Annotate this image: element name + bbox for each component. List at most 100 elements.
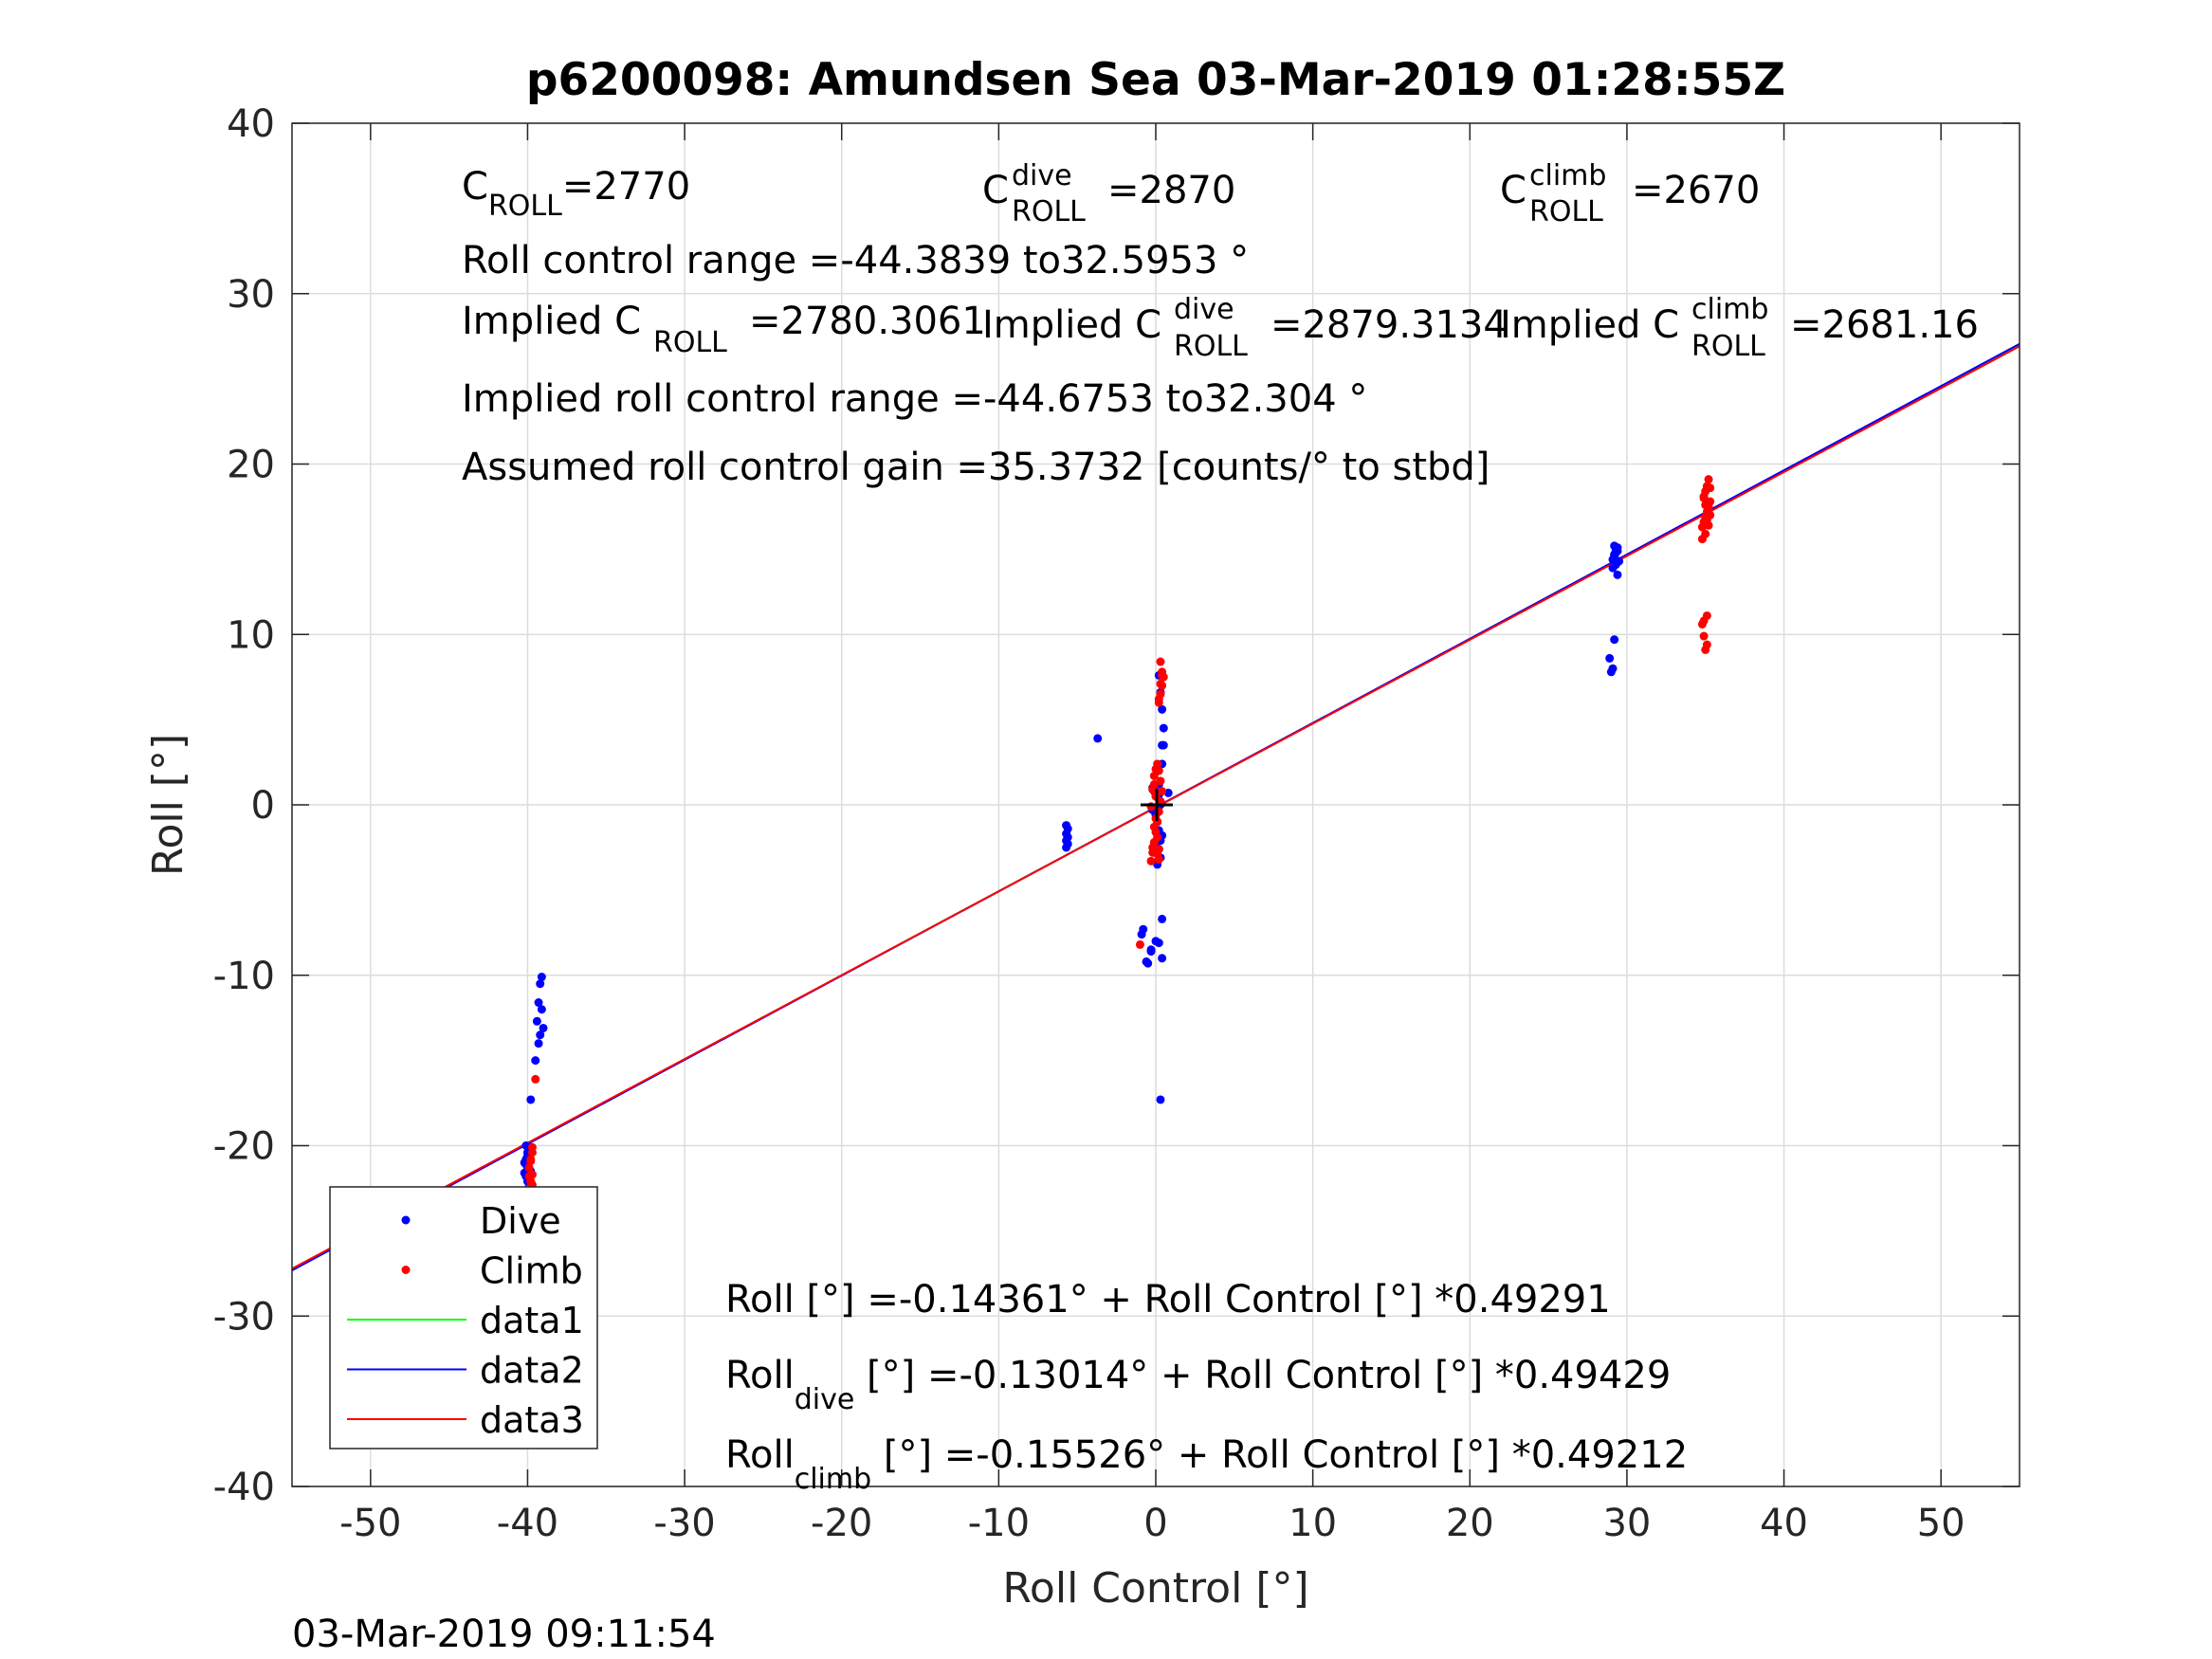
timestamp-label: 03-Mar-2019 09:11:54 (292, 1613, 716, 1656)
dive-point (1613, 570, 1622, 579)
annotation-c-roll-climb: C climb ROLL =2670 (1500, 151, 1760, 230)
climb-point (524, 1163, 534, 1173)
climb-point (1154, 695, 1163, 704)
center-marker (1141, 789, 1173, 821)
dive-point (1610, 635, 1619, 645)
x-tick-label: 40 (1760, 1502, 1808, 1545)
legend-label-climb: Climb (480, 1250, 583, 1292)
x-tick-label: -10 (968, 1502, 1030, 1545)
dive-point (1154, 939, 1163, 948)
dive-point (1159, 740, 1168, 750)
chart-title: p6200098: Amundsen Sea 03-Mar-2019 01:28… (526, 54, 1785, 106)
x-tick-label: 50 (1917, 1502, 1965, 1545)
dive-point (1158, 954, 1167, 963)
annotation-implied-c-roll-dive: Implied C dive ROLL =2879.3134 (982, 284, 1508, 365)
legend-items: Dive Climb data1 data2 data3 (347, 1200, 584, 1441)
annotation-gain: Assumed roll control gain =35.3732 [coun… (462, 446, 1490, 489)
y-tick-label: -20 (213, 1125, 275, 1169)
dive-point (534, 1039, 543, 1048)
x-tick-label: -30 (653, 1502, 715, 1545)
climb-point (1704, 475, 1713, 484)
y-tick-label: 20 (227, 444, 275, 487)
dive-point (1605, 653, 1615, 663)
annotation-fit-climb: Rollclimb [°] =-0.15526° + Roll Control … (725, 1433, 1688, 1496)
climb-point (1154, 845, 1163, 854)
legend-label-dive: Dive (480, 1200, 561, 1242)
climb-point (526, 1157, 536, 1166)
legend: Dive Climb data1 data2 data3 (329, 1186, 598, 1449)
data-points (518, 475, 1715, 1234)
dive-point (531, 1056, 540, 1066)
x-tick-label: -50 (339, 1502, 401, 1545)
y-axis-label: Roll [°] (144, 734, 192, 876)
dive-point (536, 1030, 545, 1040)
climb-point (1156, 776, 1165, 786)
annotation-implied-c-roll-climb: Implied C climb ROLL =2681.16 (1500, 284, 1979, 365)
annotation-fit-dive: Rolldive [°] =-0.13014° + Roll Control [… (725, 1354, 1671, 1416)
climb-point (527, 1142, 537, 1152)
annotation-c-roll: CROLL=2770 (462, 165, 690, 223)
climb-point (1135, 939, 1144, 949)
x-axis-label: Roll Control [°] (1002, 1564, 1308, 1613)
annotation-roll-control-range: Roll control range =-44.3839 to32.5953 ° (462, 239, 1249, 283)
x-tick-label: 0 (1143, 1502, 1167, 1545)
climb-point (1702, 611, 1711, 620)
x-tick-label: 20 (1446, 1502, 1494, 1545)
y-tick-label: -30 (213, 1295, 275, 1339)
dive-point (1093, 734, 1103, 743)
annotation-fit-all: Roll [°] =-0.14361° + Roll Control [°] *… (725, 1278, 1611, 1322)
climb-point (1156, 679, 1165, 688)
dive-point (537, 973, 546, 982)
dive-point (1610, 550, 1619, 559)
dive-point (1159, 723, 1168, 733)
climb-point (1699, 493, 1709, 502)
dive-point (1137, 930, 1146, 939)
climb-point (1149, 771, 1159, 780)
dive-point (536, 979, 545, 989)
climb-point (1699, 631, 1709, 641)
climb-point (1151, 764, 1161, 774)
legend-label-data2: data2 (480, 1350, 584, 1392)
dive-point (1158, 704, 1167, 714)
dive-point (537, 1005, 546, 1014)
dive-point (1611, 560, 1620, 570)
climb-point (1156, 657, 1165, 666)
legend-marker-dive (401, 1215, 411, 1225)
x-tick-label: -40 (497, 1502, 558, 1545)
climb-point (1149, 822, 1159, 831)
legend-label-data1: data1 (480, 1300, 584, 1341)
dive-point (534, 998, 543, 1008)
y-tick-label: 40 (227, 102, 275, 146)
legend-marker-climb (401, 1266, 411, 1274)
climb-point (524, 1172, 534, 1181)
dive-point (1156, 1095, 1165, 1104)
climb-point (1697, 619, 1707, 629)
x-tick-label: 30 (1602, 1502, 1651, 1545)
climb-point (1153, 832, 1162, 842)
climb-point (1154, 855, 1163, 865)
annotation-implied-c-roll: Implied C ROLL =2780.3061 (462, 300, 986, 361)
annotation-implied-range: Implied roll control range =-44.6753 to3… (462, 377, 1367, 421)
climb-point (1158, 787, 1167, 796)
x-tick-label: 10 (1289, 1502, 1337, 1545)
dive-point (1608, 664, 1618, 673)
dive-point (1158, 914, 1167, 923)
legend-label-data3: data3 (480, 1399, 584, 1441)
legend-box (329, 1186, 598, 1449)
climb-point (1706, 483, 1715, 493)
annotation-c-roll-dive: C dive ROLL =2870 (982, 151, 1235, 230)
dive-point (539, 1023, 548, 1032)
y-tick-label: 10 (227, 613, 275, 657)
climb-point (1702, 640, 1711, 649)
y-tick-label: 0 (251, 784, 275, 828)
climb-point (1146, 856, 1156, 866)
axis-ticks: -50 -40 -30 -20 -10 0 10 20 30 40 50 -40 -30 -20 -10 0 1… (213, 102, 2020, 1545)
dive-point (1146, 947, 1156, 957)
plot-frame (291, 122, 2020, 1487)
climb-point (1704, 520, 1713, 530)
climb-point (1148, 785, 1158, 794)
climb-point (1701, 501, 1710, 510)
climb-point (531, 1074, 540, 1084)
climb-point (1158, 670, 1167, 680)
